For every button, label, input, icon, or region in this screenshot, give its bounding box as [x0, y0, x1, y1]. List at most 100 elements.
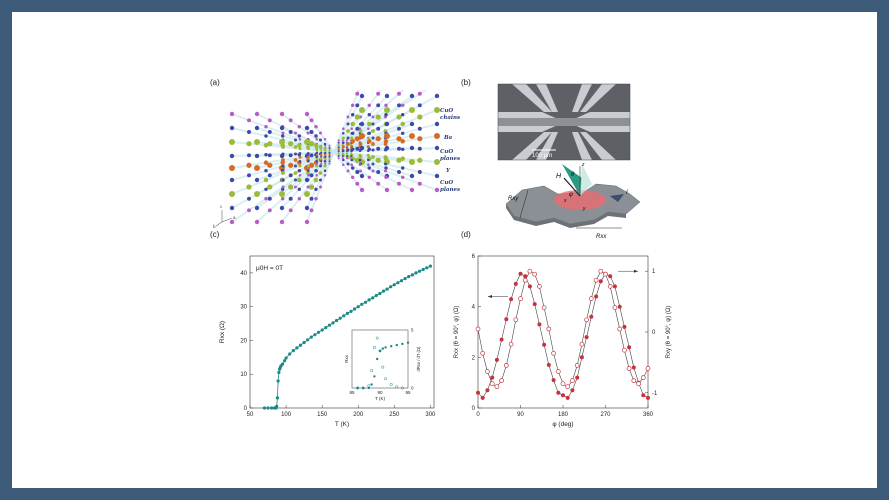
chart-d-rxy-point [480, 350, 486, 356]
symbol-y: y [582, 206, 586, 212]
chart-d-rxx-point [490, 375, 495, 380]
symbol-z: z [581, 162, 585, 168]
crystal-atom [328, 162, 331, 165]
crystal-atom [358, 149, 362, 152]
crystal-atom [315, 138, 318, 141]
crystal-atom [341, 157, 344, 160]
chart-c-inset-rxx-point [401, 342, 404, 346]
crystal-atom [247, 130, 251, 134]
chart-c-inset-xtick-label: 95 [405, 390, 411, 395]
crystal-atom [306, 164, 310, 168]
chart-c-inset-deriv-point [367, 384, 371, 388]
crystal-atom [293, 171, 298, 175]
crystal-atom [397, 103, 401, 108]
crystal-atom [254, 139, 260, 145]
crystal-atom [434, 159, 440, 165]
crystal-atom [279, 139, 285, 145]
crystal-atom [229, 191, 235, 197]
chart-d-rxy-point [640, 375, 646, 380]
crystal-atom [279, 191, 285, 197]
crystal-atom [315, 147, 319, 151]
chart-d-rxy-point [518, 296, 523, 301]
crystal-atom [306, 185, 310, 189]
panel-b-device: 100 μm H θ z φ x y I Rxy Rxx [497, 83, 641, 240]
crystal-atom [350, 152, 353, 155]
crystal-atom [263, 160, 269, 165]
crystal-atom [294, 178, 297, 182]
crystal-atom [279, 111, 285, 117]
crystal-atom [384, 187, 390, 193]
chart-d-rxx-point [513, 281, 518, 286]
crystal-atom [320, 160, 323, 163]
chart-c-point [306, 338, 310, 342]
crystal-atom [359, 107, 365, 113]
crystal-atom [254, 177, 260, 183]
chart-d-rxy-point [513, 317, 519, 323]
chart-d-rxy-point [598, 268, 604, 274]
crystal-atom [384, 121, 390, 127]
crystal-atom [297, 143, 302, 148]
crystal-atom [376, 103, 381, 108]
crystal-atom [247, 208, 251, 213]
crystal-atom [371, 136, 375, 140]
chart-c-xlabel: T (K) [335, 421, 349, 428]
chart-d-ylabel: Rxx (θ = 90°, φ) (Ω) [454, 306, 460, 359]
crystal-atom [359, 169, 362, 173]
crystal-atom [328, 144, 331, 147]
chart-d-ylabel-right: Rxy (θ = 90°, φ) (Ω) [666, 306, 672, 359]
crystal-atom [434, 93, 440, 99]
symbol-current: I [626, 190, 628, 196]
crystal-atom [288, 208, 293, 213]
chart-d-rxy-point [475, 326, 481, 332]
chart-c-ytick-label: 40 [240, 271, 247, 277]
chart-c-ytick-label: 10 [240, 372, 247, 378]
chart-d-xtick-label: 360 [643, 412, 654, 418]
chart-c-point [418, 269, 422, 273]
crystal-atom [400, 166, 405, 170]
crystal-atom [409, 133, 415, 139]
chart-c-point [302, 340, 306, 345]
crystal-atom [288, 118, 293, 123]
crystal-atom [267, 153, 272, 158]
crystal-atom [279, 125, 285, 131]
crystal-atom [319, 185, 322, 189]
chart-d-rxy-point [617, 326, 623, 332]
crystal-atom [229, 153, 235, 159]
crystal-atom [288, 153, 293, 158]
crystal-atom [337, 148, 340, 151]
chart-c-point [298, 343, 303, 347]
crystal-atom [434, 107, 440, 113]
crystal-atom [254, 191, 260, 197]
chart-c-point [410, 273, 414, 277]
chart-c-point [363, 300, 368, 304]
crystal-atom [383, 142, 388, 146]
crystal-atom [328, 155, 331, 158]
crystal-atom [254, 219, 260, 225]
crystal-atom [367, 112, 372, 117]
chart-d-ytick-right-label: -1 [652, 391, 658, 397]
crystal-atom [342, 132, 345, 135]
crystal-atom [345, 146, 349, 149]
panel-a-crystal-structure: CuO chains Ba CuO planes Y CuO planes c … [213, 90, 460, 228]
chart-c-point [428, 264, 432, 268]
chart-d-rxx-point [631, 365, 636, 370]
crystal-atom [409, 93, 415, 99]
axis-b-letter: b [213, 224, 216, 228]
crystal-atom [397, 146, 401, 151]
chart-d-rxy-fit [477, 270, 649, 388]
chart-d-ytick-right-label: 0 [652, 330, 656, 336]
crystal-atom [246, 184, 252, 190]
crystal-atom [359, 93, 365, 99]
crystal-atom [267, 196, 272, 201]
chart-c-point [403, 277, 407, 281]
crystal-atom [346, 115, 350, 119]
chart-c-inset-rxx-point [367, 386, 370, 390]
crystal-atom [247, 118, 251, 123]
crystal-atom [307, 174, 310, 177]
axis-a-letter: a [233, 215, 236, 220]
chart-c-inset-xtick-label: 90 [377, 390, 383, 395]
chart-c-point [374, 293, 378, 298]
crystal-atom [400, 139, 405, 144]
symbol-rxy: Rxy [508, 196, 519, 202]
crystal-atom [358, 163, 362, 166]
